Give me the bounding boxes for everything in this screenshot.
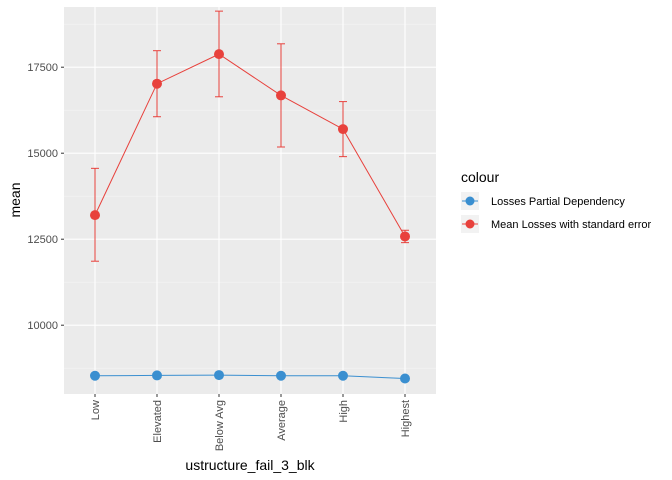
legend-entry-2: Mean Losses with standard error [461, 215, 652, 233]
y-tick-label: 15000 [27, 148, 58, 160]
series-1 [90, 370, 410, 384]
legend-label: Mean Losses with standard error [491, 219, 652, 231]
legend: colour Losses Partial Dependency Mean Los… [461, 169, 652, 233]
data-point [90, 370, 100, 381]
legend-key-point [465, 196, 475, 206]
data-point [400, 231, 410, 242]
y-tick-label: 17500 [27, 62, 58, 74]
x-tick-label: High [338, 400, 350, 423]
data-point [338, 370, 348, 381]
plot-panel [64, 7, 436, 394]
legend-entry-1: Losses Partial Dependency [461, 192, 625, 210]
x-tick-label: Below Avg [214, 400, 226, 451]
data-point [276, 370, 286, 381]
data-point [152, 78, 162, 89]
legend-key-point [465, 219, 475, 229]
data-point [276, 90, 286, 101]
legend-title: colour [461, 169, 499, 185]
data-point [90, 210, 100, 221]
data-point [400, 373, 410, 384]
data-point [338, 124, 348, 135]
data-point [214, 370, 224, 381]
data-point [152, 370, 162, 381]
x-tick-label: Highest [400, 400, 412, 437]
x-tick-label: Average [276, 400, 288, 441]
x-tick-label: Low [90, 400, 102, 420]
axis-layer: 10000 12500 15000 17500 Low Elevated Below Avg… [27, 62, 412, 451]
series-2 [90, 10, 410, 262]
data-point [214, 49, 224, 60]
y-tick-label: 10000 [27, 320, 58, 332]
y-axis-title: mean [7, 182, 23, 217]
x-tick-label: Elevated [152, 400, 164, 443]
legend-label: Losses Partial Dependency [491, 196, 625, 208]
series-line [94, 53, 406, 237]
series-layer [90, 10, 410, 384]
x-axis-title: ustructure_fail_3_blk [185, 457, 315, 473]
series-line [94, 374, 406, 380]
y-tick-label: 12500 [27, 234, 58, 246]
